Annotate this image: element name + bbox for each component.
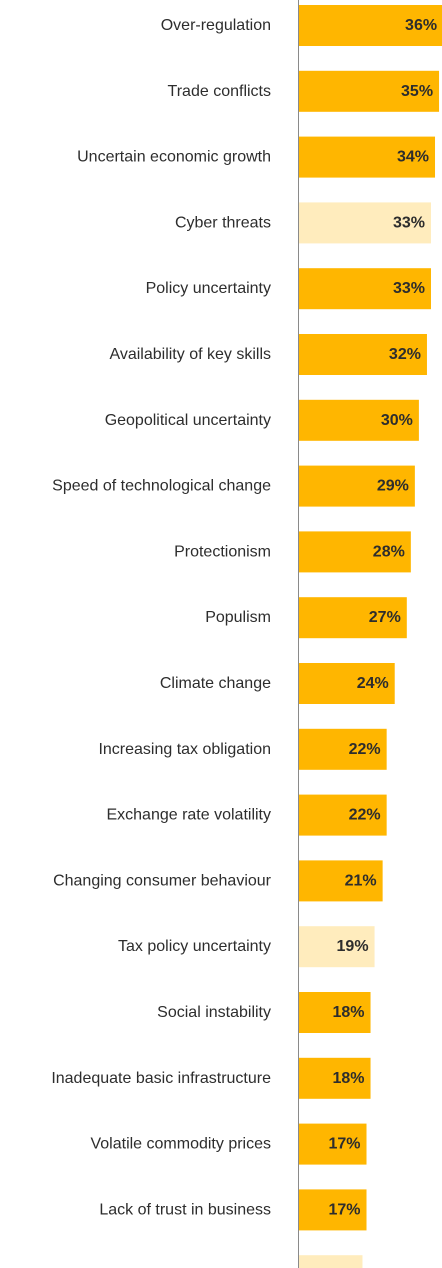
value-label: 22%: [349, 807, 381, 824]
bar: [298, 926, 375, 968]
bars: [298, 5, 442, 1268]
category-label: Availability of key skills: [109, 346, 271, 363]
category-label: Volatile commodity prices: [90, 1136, 271, 1153]
value-label: 17%: [328, 1136, 360, 1153]
bar: [298, 268, 431, 310]
value-label: 21%: [345, 872, 377, 889]
value-label: 19%: [337, 938, 369, 955]
bar: [298, 992, 371, 1033]
value-label: 27%: [369, 609, 401, 626]
bar: [298, 1255, 363, 1268]
category-label: Tax policy uncertainty: [118, 938, 271, 955]
bar: [298, 465, 415, 507]
value-label: 18%: [333, 1070, 365, 1087]
bar: [298, 334, 427, 375]
bar: [298, 597, 407, 639]
category-label: Protectionism: [174, 543, 271, 560]
value-label: 35%: [401, 83, 433, 100]
category-label: Changing consumer behaviour: [53, 872, 272, 889]
value-label: 34%: [397, 149, 429, 166]
bar: [298, 1189, 367, 1231]
bar: [298, 136, 436, 178]
value-label: 22%: [349, 741, 381, 758]
category-label: Over-regulation: [161, 17, 271, 34]
category-label: Trade conflicts: [168, 83, 271, 100]
category-label: Lack of trust in business: [99, 1201, 271, 1218]
category-label: Populism: [205, 609, 271, 626]
value-label: 33%: [393, 280, 425, 297]
bar: [298, 399, 419, 441]
category-label: Climate change: [160, 675, 271, 692]
value-labels: 36% 35% 34% 33% 33% 32% 30% 29% 28% 27% 24% 22% 22% 2…: [324, 17, 437, 1268]
value-label: 17%: [328, 1201, 360, 1218]
bar: [298, 728, 387, 770]
bar: [298, 1057, 371, 1099]
value-label: 30%: [381, 412, 413, 429]
value-label: 33%: [393, 214, 425, 231]
category-labels: Over-regulation Trade conflicts Uncertain …: [51, 17, 271, 1268]
bar: [298, 860, 383, 902]
category-label: Geopolitical uncertainty: [105, 412, 271, 429]
value-label: 18%: [333, 1004, 365, 1021]
category-label: Uncertain economic growth: [77, 149, 271, 166]
category-label: Increasing tax obligation: [98, 741, 271, 758]
category-label: Exchange rate volatility: [106, 807, 271, 824]
value-label: 29%: [377, 478, 409, 495]
category-label: Policy uncertainty: [146, 280, 271, 297]
category-label: Cyber threats: [175, 214, 271, 231]
bar: [298, 5, 442, 46]
bar: [298, 531, 411, 573]
bar: [298, 202, 431, 244]
bar: [298, 663, 395, 704]
bar: [298, 70, 440, 112]
value-label: 32%: [389, 346, 421, 363]
category-label: Social instability: [157, 1004, 271, 1021]
category-label: Speed of technological change: [52, 478, 271, 495]
bar: [298, 1123, 367, 1165]
value-label: 36%: [405, 17, 437, 34]
category-label: Inadequate basic infrastructure: [51, 1070, 271, 1087]
value-label: 24%: [357, 675, 389, 692]
bar: [298, 794, 387, 836]
value-label: 28%: [373, 543, 405, 560]
